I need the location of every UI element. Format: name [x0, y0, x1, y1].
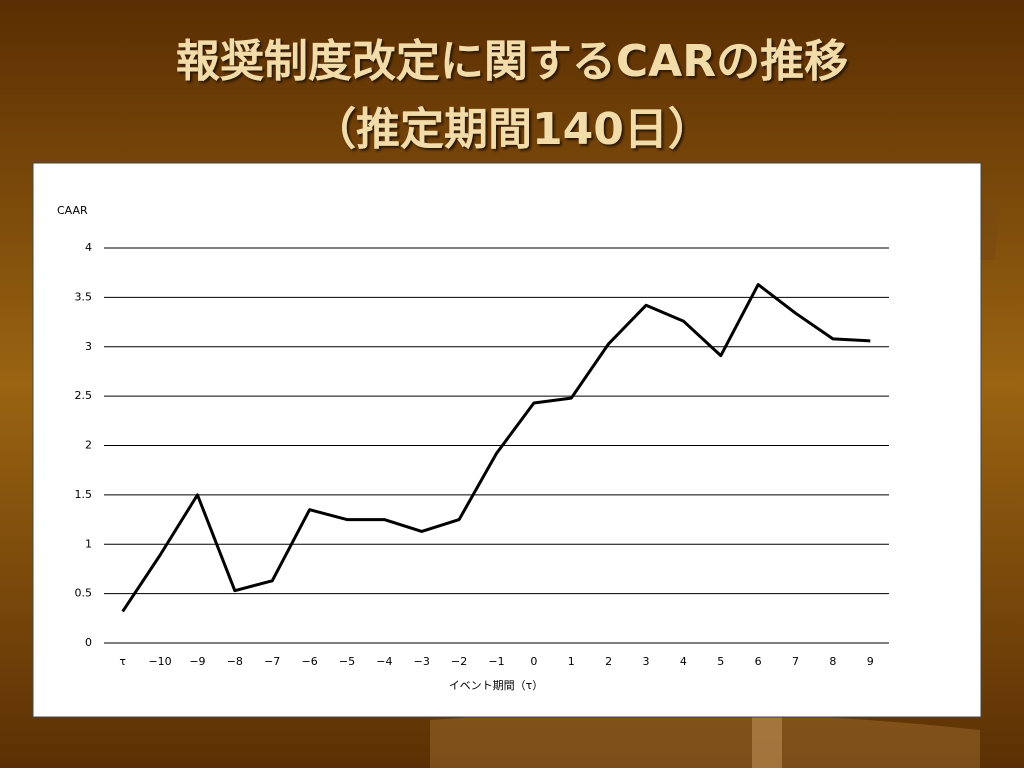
- decoration: [752, 715, 782, 768]
- x-tick-label: 9: [867, 655, 874, 668]
- x-tick-label: −3: [414, 655, 430, 668]
- x-tick-label: −2: [451, 655, 467, 668]
- x-tick-label: −4: [376, 655, 392, 668]
- x-tick-label: −7: [264, 655, 280, 668]
- x-tick-label: 5: [717, 655, 724, 668]
- x-tick-label: 1: [568, 655, 575, 668]
- y-tick-label: 2: [85, 439, 92, 452]
- x-tick-label: 8: [829, 655, 836, 668]
- y-tick-label: 3.5: [75, 290, 93, 303]
- y-tick-label: 1: [85, 537, 92, 550]
- y-tick-label: 0.5: [75, 587, 93, 600]
- y-tick-label: 0: [85, 636, 92, 649]
- y-axis-label: CAAR: [57, 204, 88, 217]
- x-tick-label: 7: [792, 655, 799, 668]
- y-tick-label: 3: [85, 340, 92, 353]
- y-tick-label: 2.5: [75, 389, 93, 402]
- x-tick-label: −5: [339, 655, 355, 668]
- x-tick-label: −6: [301, 655, 317, 668]
- data-line: [121, 283, 871, 613]
- x-tick-label: 3: [643, 655, 650, 668]
- y-tick-label: 1.5: [75, 488, 93, 501]
- decoration: [430, 712, 980, 768]
- x-tick-label: 6: [755, 655, 762, 668]
- chart-subtitle: （推定期間140日）: [312, 104, 712, 155]
- x-tick-label: −10: [148, 655, 171, 668]
- x-tick-label: −8: [227, 655, 243, 668]
- x-tick-label: 0: [530, 655, 537, 668]
- x-tick-label: τ: [119, 655, 126, 668]
- x-tick-label: 4: [680, 655, 687, 668]
- x-axis-label: イベント期間（τ）: [449, 679, 544, 692]
- x-tick-label: −1: [488, 655, 504, 668]
- y-tick-label: 4: [85, 241, 92, 254]
- chart-title: 報奨制度改定に関するCARの推移: [176, 36, 848, 87]
- x-tick-label: −9: [189, 655, 205, 668]
- decoration: [980, 200, 1000, 260]
- x-tick-label: 2: [605, 655, 612, 668]
